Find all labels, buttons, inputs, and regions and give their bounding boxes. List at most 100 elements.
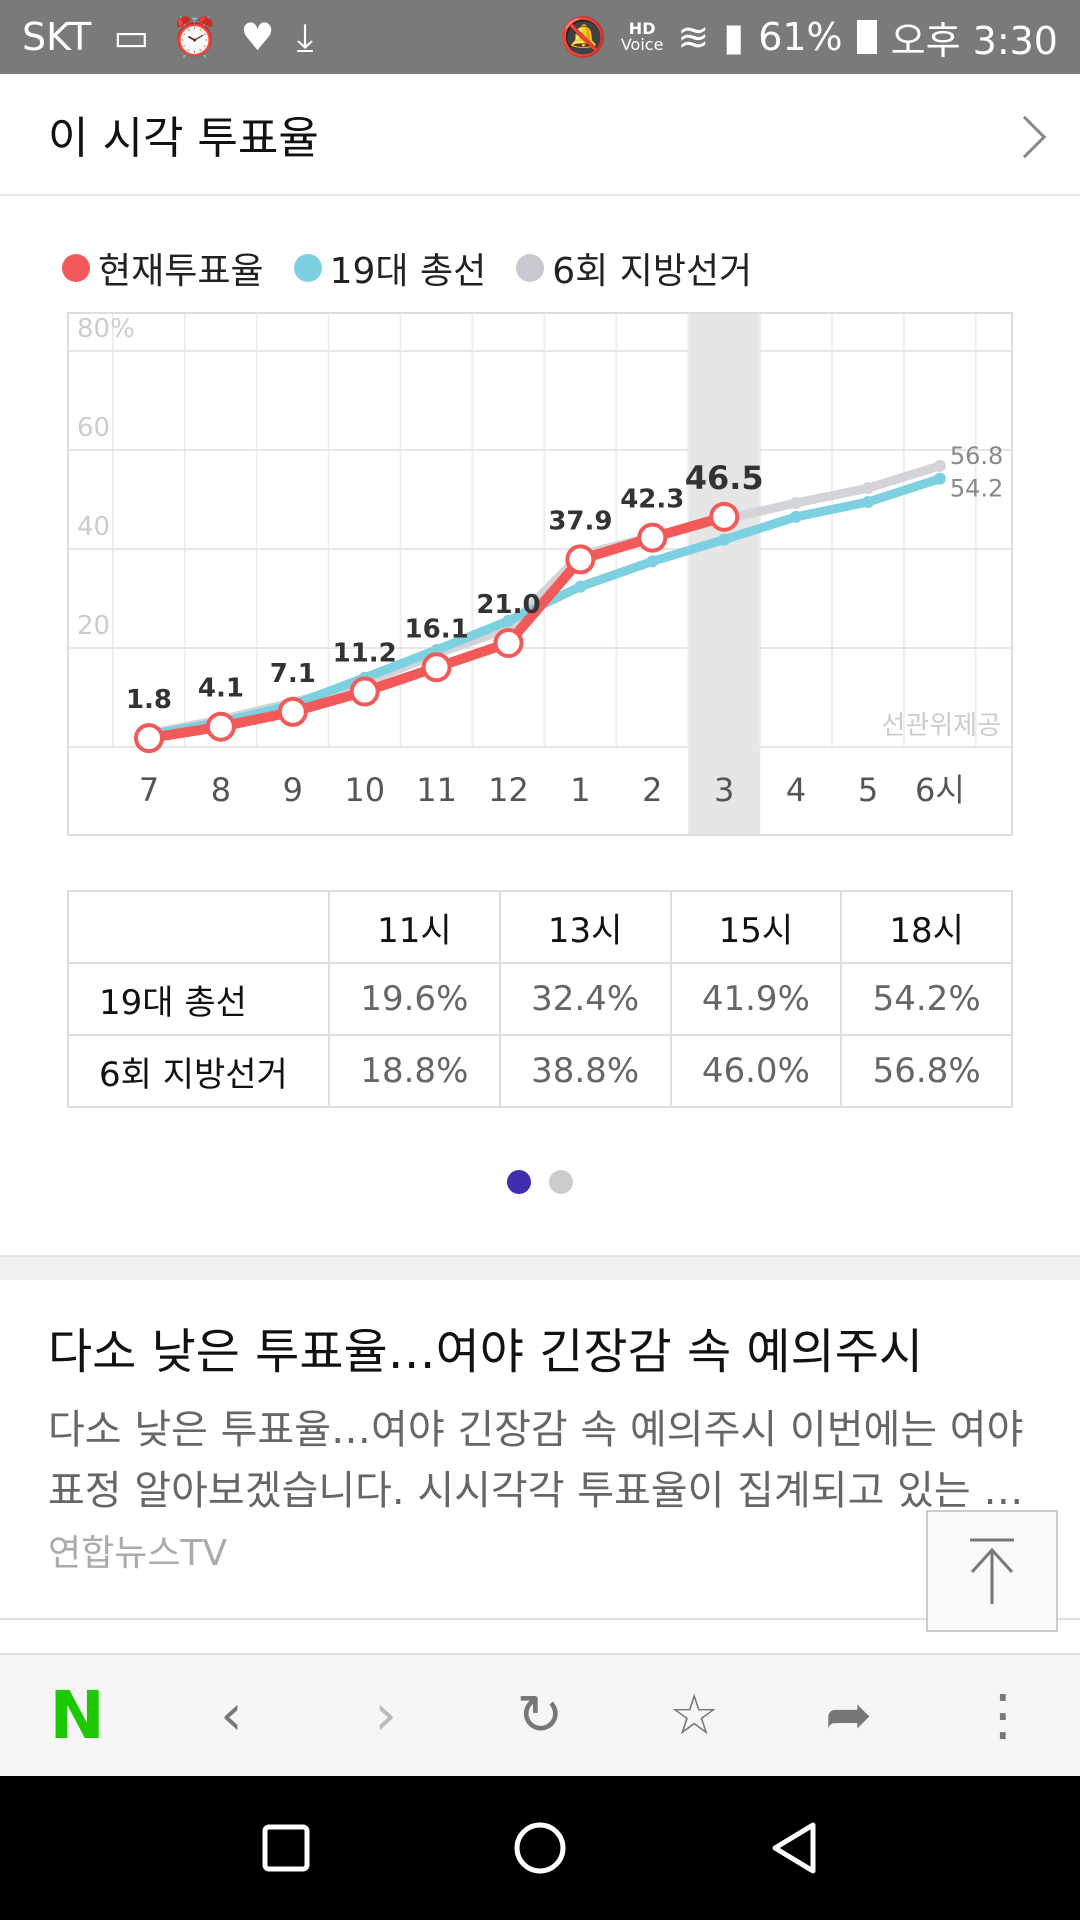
- table-row: 19대 총선 19.6% 32.4% 41.9% 54.2%: [67, 962, 1013, 1036]
- x-tick-label: 3: [714, 771, 734, 809]
- share-icon[interactable]: ➦: [825, 1683, 872, 1748]
- page-indicator: [0, 1170, 1080, 1194]
- x-tick-label: 1: [570, 771, 590, 809]
- legend-label: 현재투표율: [98, 251, 264, 292]
- alarm-icon: ⏰: [171, 14, 219, 59]
- voice-text: Voice: [620, 35, 664, 54]
- table-cell: 32.4%: [498, 962, 672, 1036]
- table-cell: 46.0%: [669, 1034, 843, 1108]
- battery-percent: 61%: [758, 15, 843, 59]
- data-label: 1.8: [126, 685, 172, 715]
- table-corner: [67, 890, 330, 964]
- data-point: [933, 472, 946, 485]
- data-point: [277, 696, 308, 727]
- back-nav-icon[interactable]: [769, 1820, 819, 1876]
- end-label: 54.2: [950, 475, 1003, 503]
- back-icon[interactable]: ‹: [220, 1683, 243, 1748]
- more-menu-icon[interactable]: ⋮: [974, 1683, 1031, 1748]
- section-separator: [0, 1255, 1080, 1280]
- page-dot-active[interactable]: [507, 1170, 531, 1194]
- bookmark-star-icon[interactable]: ☆: [669, 1683, 720, 1748]
- y-tick-label: 60: [77, 413, 110, 443]
- x-tick-label: 10: [344, 771, 385, 809]
- divider: [0, 1618, 1080, 1620]
- table-cell: 41.9%: [669, 962, 843, 1036]
- table-header: 13시: [498, 890, 672, 964]
- x-tick-label: 9: [283, 771, 303, 809]
- news-item[interactable]: 다소 낮은 투표율…여야 긴장감 속 예의주시 다소 낮은 투표율…여야 긴장감…: [48, 1312, 1028, 1584]
- arrow-up-icon: [970, 1538, 1014, 1604]
- data-label: 7.1: [270, 659, 316, 689]
- android-nav-bar: [0, 1776, 1080, 1920]
- table-cell: 54.2%: [840, 962, 1013, 1036]
- x-tick-label: 2: [642, 771, 662, 809]
- download-icon: ⤓: [296, 14, 314, 59]
- data-point: [574, 580, 587, 593]
- legend-label: 19대 총선: [329, 251, 487, 292]
- row-label: 19대 총선: [67, 962, 330, 1036]
- chart-legend: 현재투표율 19대 총선 6회 지방선거: [62, 242, 752, 294]
- x-tick-label: 12: [488, 771, 529, 809]
- table-header: 11시: [328, 890, 501, 964]
- data-point: [718, 533, 731, 546]
- news-source: 연합뉴스TV: [48, 1533, 228, 1574]
- recent-apps-icon[interactable]: [261, 1823, 311, 1873]
- news-title[interactable]: 다소 낮은 투표율…여야 긴장감 속 예의주시: [48, 1324, 924, 1380]
- data-point: [134, 723, 164, 754]
- table-header: 18시: [840, 890, 1013, 964]
- data-point: [790, 496, 803, 509]
- data-point: [637, 522, 668, 553]
- data-point: [205, 711, 236, 742]
- chevron-right-icon[interactable]: [1003, 115, 1047, 159]
- carrier: SKT: [22, 15, 92, 59]
- data-label: 16.1: [405, 614, 469, 644]
- wifi-icon: ≋: [677, 15, 710, 59]
- x-tick-label: 8: [211, 771, 231, 809]
- table-cell: 38.8%: [498, 1034, 672, 1108]
- row-label: 6회 지방선거: [67, 1034, 330, 1108]
- mute-icon: 🔕: [559, 14, 607, 59]
- data-label: 46.5: [685, 459, 764, 497]
- turnout-header[interactable]: 이 시각 투표율: [0, 74, 1080, 196]
- x-tick-label: 4: [786, 771, 806, 809]
- legend-item: 6회 지방선거: [516, 242, 752, 294]
- forward-icon[interactable]: ›: [374, 1683, 397, 1748]
- x-tick-label: 5: [858, 771, 878, 809]
- data-point: [565, 544, 596, 575]
- legend-item: 현재투표율: [62, 242, 264, 294]
- table-header-row: 11시 13시 15시 18시: [67, 890, 1013, 964]
- news-body: 다소 낮은 투표율…여야 긴장감 속 예의주시 이번에는 여야 표정 알아보겠습…: [48, 1407, 1024, 1514]
- data-label: 37.9: [548, 506, 612, 536]
- credit-label: 선관위제공: [881, 711, 1001, 741]
- legend-dot: [293, 254, 322, 282]
- battery-icon: [856, 20, 877, 54]
- highlight-column: [688, 314, 761, 834]
- data-point: [493, 628, 524, 659]
- legend-dot: [62, 254, 90, 282]
- y-tick-label: 40: [77, 512, 110, 542]
- hd-voice-icon: HD Voice: [621, 21, 664, 53]
- data-point: [646, 555, 659, 568]
- scroll-to-top-button[interactable]: [926, 1510, 1058, 1632]
- home-icon[interactable]: [512, 1820, 568, 1876]
- refresh-icon[interactable]: ↻: [516, 1683, 564, 1748]
- x-tick-label: 6시: [915, 771, 965, 809]
- data-point: [421, 652, 452, 683]
- data-point: [502, 614, 515, 627]
- news-summary: 다소 낮은 투표율…여야 긴장감 속 예의주시 이번에는 여야 표정 알아보겠습…: [48, 1400, 1028, 1584]
- message-icon: ▭: [113, 15, 150, 59]
- table-header: 15시: [669, 890, 843, 964]
- status-bar: SKT ▭ ⏰ ♥ ⤓ 🔕 HD Voice ≋ ▮ 61% 오후 3:30: [0, 0, 1080, 74]
- legend-label: 6회 지방선거: [552, 251, 753, 292]
- naver-home-button[interactable]: N: [49, 1677, 105, 1754]
- browser-toolbar: N ‹ › ↻ ☆ ➦ ⋮: [0, 1653, 1080, 1776]
- table-cell: 18.8%: [328, 1034, 501, 1108]
- signal-icon: ▮: [723, 15, 745, 59]
- page-dot[interactable]: [549, 1170, 573, 1194]
- end-label: 56.8: [950, 442, 1003, 470]
- clock: 오후 3:30: [890, 18, 1058, 63]
- y-tick-label: 80%: [77, 314, 135, 344]
- legend-item: 19대 총선: [293, 242, 487, 294]
- data-label: 42.3: [620, 485, 684, 515]
